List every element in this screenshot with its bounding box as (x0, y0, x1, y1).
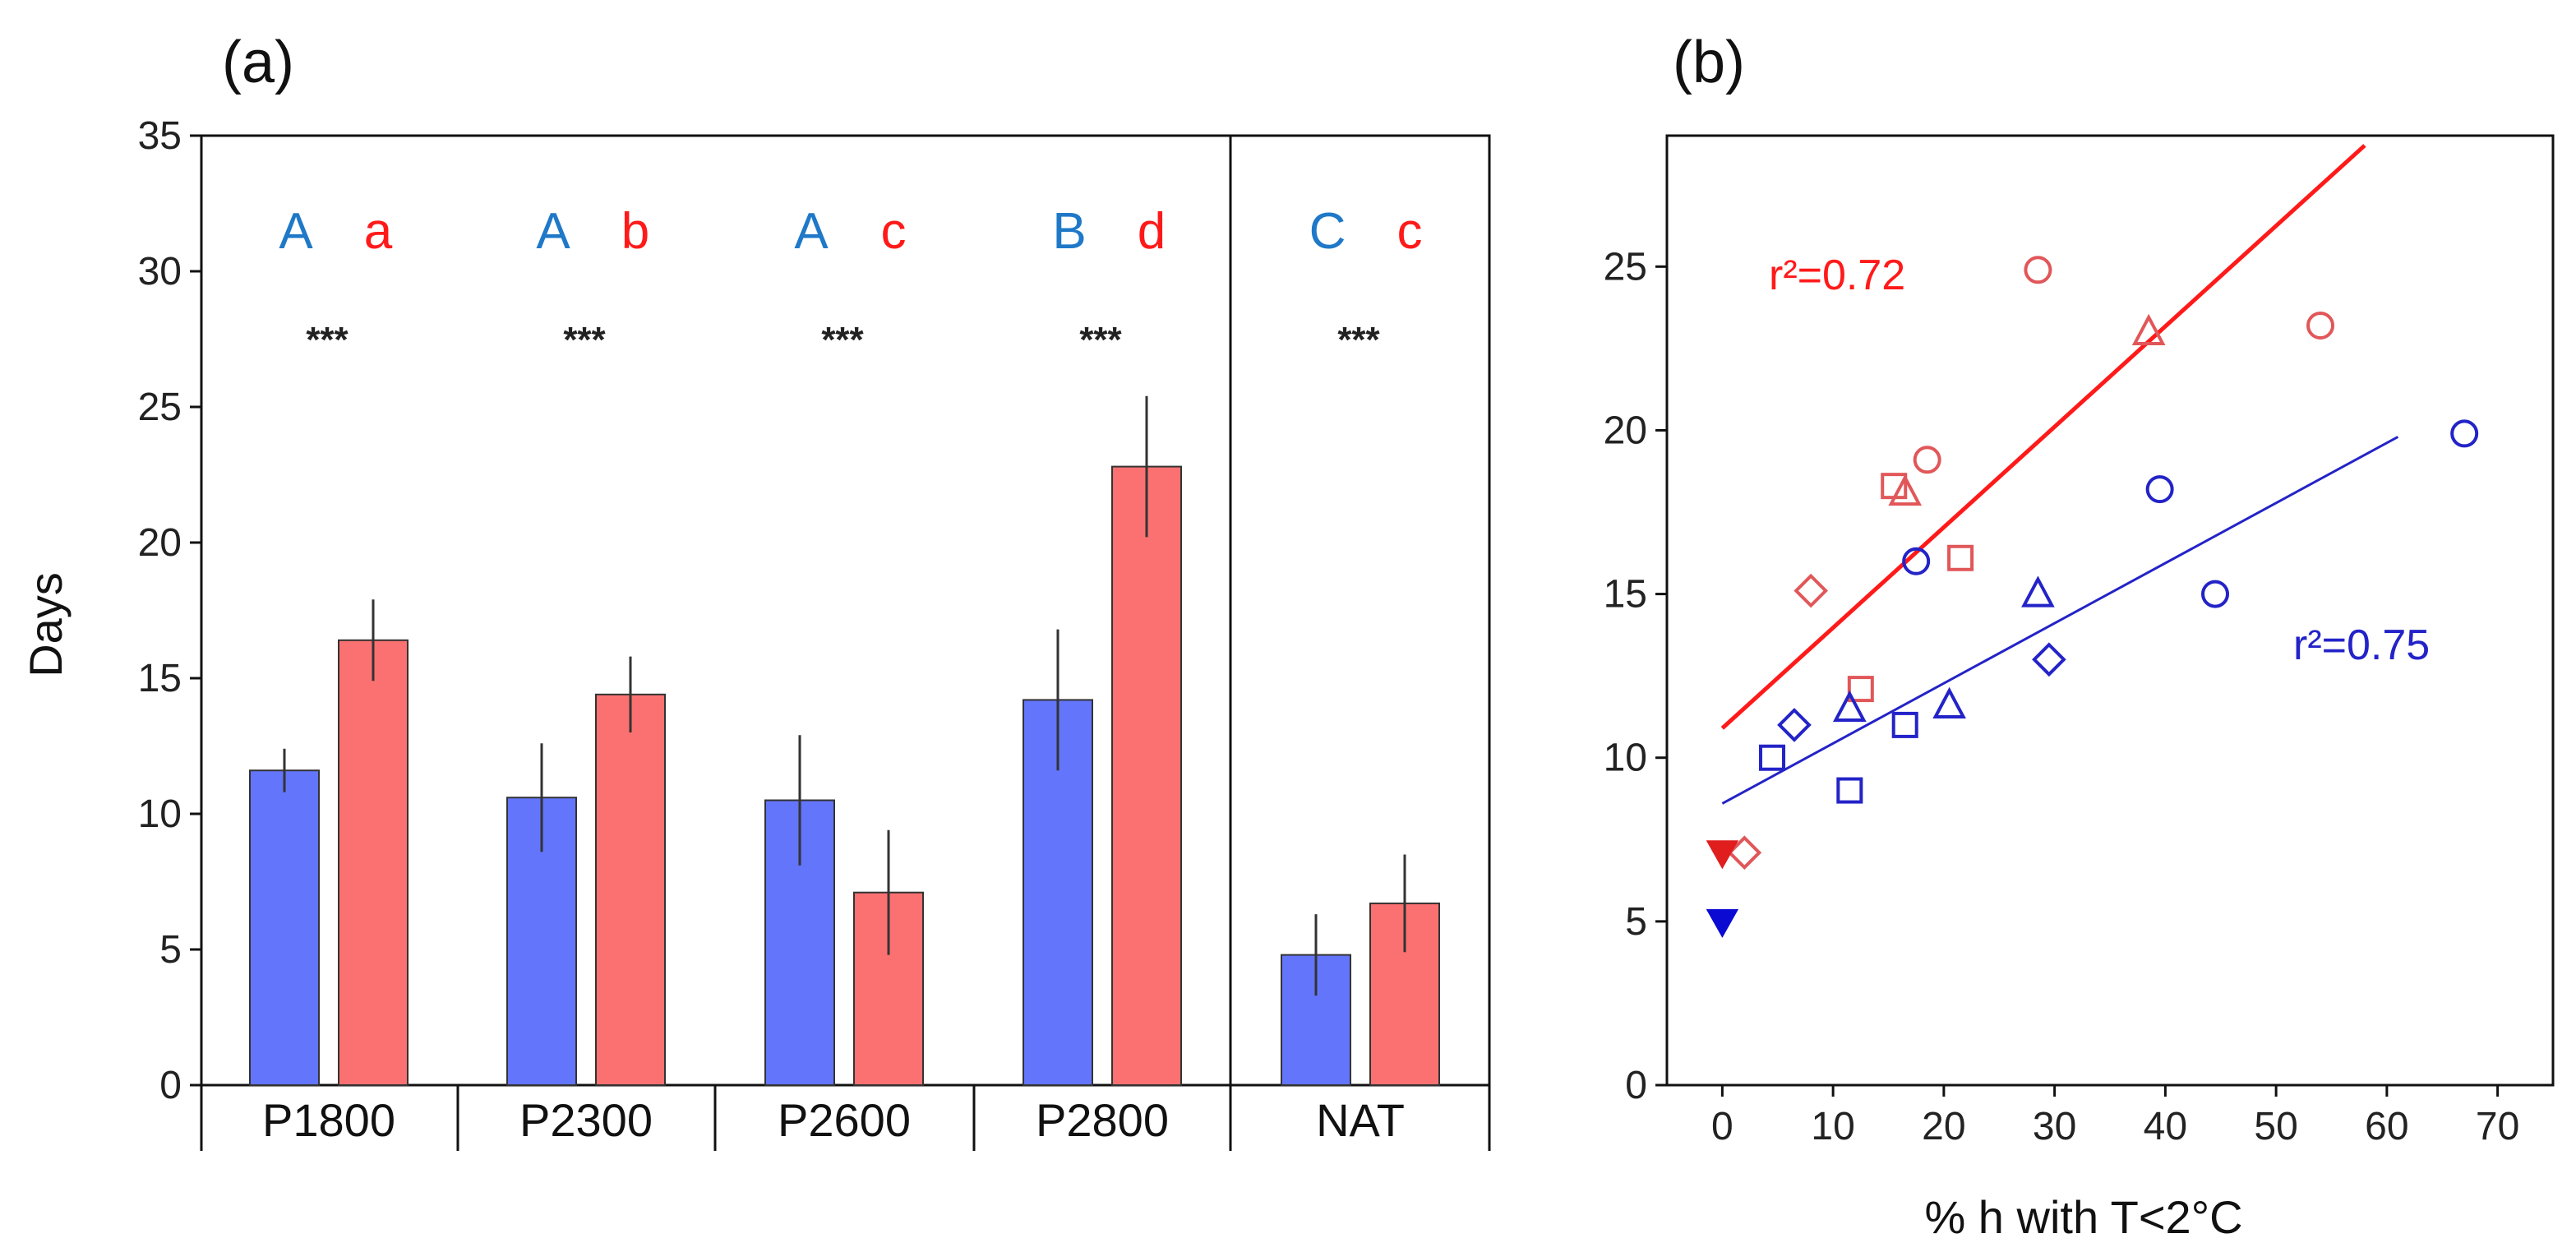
panel-b-plot-content: 0 10 20 30 40 50 60 70 0 5 10 15 20 25 r²=0.72 r²=0.75 (1604, 134, 2555, 1148)
y-tick-label: 25 (138, 386, 182, 429)
plot-frame (200, 134, 1491, 1087)
blue-square-point (1891, 711, 1918, 738)
blue-circle-point (2201, 580, 2230, 608)
y-tick-label: 10 (1604, 737, 1647, 780)
panel-b-label: (b) (1673, 30, 1745, 95)
significance-stars: *** (1337, 320, 1380, 360)
x-tick-label: 0 (1711, 1105, 1733, 1148)
blue-circle-point (2450, 419, 2479, 448)
letter-red: c (1397, 203, 1423, 260)
red-square-point (1881, 473, 1908, 500)
panel-a-label: (a) (222, 30, 294, 95)
y-tick-label: 5 (159, 928, 182, 972)
category-label: NAT (1316, 1094, 1405, 1146)
panel-a-bar-chart: (a) Days 0 5 10 15 20 25 30 35 P1800 A a *** P2300 A b… (20, 30, 1491, 1151)
red-diamond-point (1727, 835, 1762, 871)
blue-diamond-point (1777, 708, 1812, 742)
letter-blue: A (279, 203, 313, 260)
red-triangle-point (2131, 313, 2166, 345)
letter-blue: C (1309, 203, 1346, 260)
blue-square-point (1836, 777, 1863, 804)
significance-stars: *** (1079, 320, 1122, 360)
category-label: P2600 (778, 1094, 911, 1146)
blue-square-point (1759, 744, 1786, 771)
significance-stars: *** (821, 320, 864, 360)
panel-b-x-axis-title: % h with T<2°C (1924, 1191, 2242, 1243)
x-tick-label: 20 (1922, 1105, 1965, 1148)
panel-b-scatter-chart: (b) % h with T<2°C 0 10 20 30 40 50 60 70 0 5 10 15… (1604, 30, 2555, 1243)
bar-blue (249, 769, 320, 1086)
red-square-point (1847, 676, 1874, 703)
significance-stars: *** (306, 320, 349, 360)
red-diamond-point (1794, 573, 1829, 608)
significance-stars: *** (563, 320, 606, 360)
r2-label-red: r²=0.72 (1769, 252, 1905, 299)
blue-diamond-point (2032, 642, 2066, 677)
fit-line-blue (1721, 436, 2399, 805)
bar-red (338, 639, 409, 1086)
letter-red: c (881, 203, 907, 260)
y-tick-label: 0 (1625, 1064, 1647, 1107)
y-tick-label: 0 (159, 1064, 182, 1107)
y-tick-label: 10 (138, 792, 182, 836)
red-filled-triangle-point (1706, 840, 1739, 870)
x-tick-label: 50 (2254, 1105, 2297, 1148)
bar-red (1111, 465, 1182, 1086)
y-tick-label: 20 (1604, 409, 1647, 452)
letter-blue: A (794, 203, 829, 260)
blue-circle-point (1902, 547, 1931, 575)
x-tick-label: 60 (2365, 1105, 2408, 1148)
red-square-point (1947, 544, 1974, 571)
letter-blue: A (536, 203, 570, 260)
category-label: P2800 (1036, 1094, 1169, 1146)
x-tick-label: 70 (2476, 1105, 2519, 1148)
red-circle-point (2306, 312, 2335, 340)
letter-red: b (621, 203, 649, 260)
category-label: P2300 (519, 1094, 653, 1146)
letter-blue: B (1052, 203, 1086, 260)
y-tick-label: 20 (138, 521, 182, 565)
red-circle-point (1913, 446, 1941, 474)
x-tick-label: 30 (2033, 1105, 2076, 1148)
panel-a-plot-content: 0 5 10 15 20 25 30 35 P1800 A a *** P2300 A b *** P2600 A… (138, 114, 1491, 1151)
letter-red: d (1138, 203, 1166, 260)
x-tick-label: 10 (1811, 1105, 1854, 1148)
y-tick-label: 35 (138, 114, 182, 158)
panel-a-y-axis-title: Days (20, 572, 72, 677)
blue-filled-triangle-point (1706, 908, 1739, 938)
blue-triangle-point (2021, 575, 2055, 608)
blue-circle-point (2145, 475, 2174, 504)
bar-red (595, 693, 666, 1086)
blue-triangle-point (1932, 686, 1966, 718)
blue-triangle-point (1833, 690, 1867, 722)
plot-frame (1665, 134, 2555, 1087)
bar-blue (764, 799, 835, 1086)
r2-label-blue: r²=0.75 (2293, 621, 2430, 669)
fit-line-red (1720, 144, 2366, 730)
red-triangle-point (1888, 474, 1923, 506)
y-tick-label: 30 (138, 250, 182, 293)
y-tick-label: 15 (1604, 573, 1647, 617)
x-tick-label: 40 (2144, 1105, 2187, 1148)
letter-red: a (364, 203, 393, 260)
y-tick-label: 5 (1625, 900, 1647, 944)
red-circle-point (2024, 256, 2052, 284)
category-label: P1800 (262, 1094, 395, 1146)
y-tick-label: 25 (1604, 245, 1647, 289)
y-tick-label: 15 (138, 657, 182, 700)
